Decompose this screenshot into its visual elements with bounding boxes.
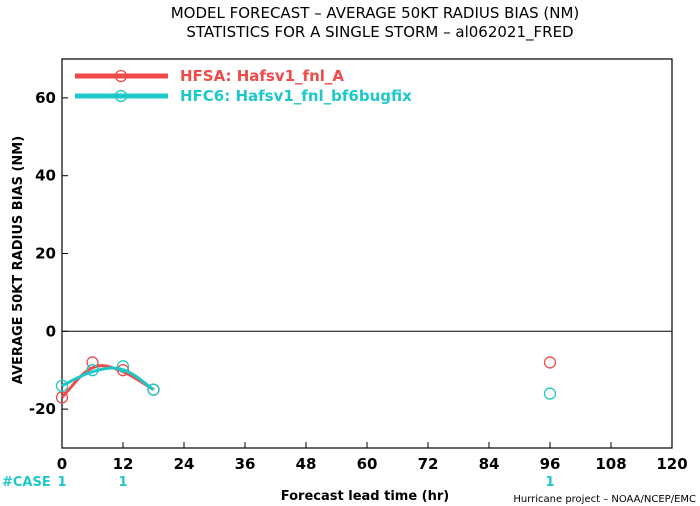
- x-tick-label: 72: [418, 455, 439, 473]
- case-count: 1: [545, 475, 554, 490]
- series-line-1: [61, 366, 155, 391]
- y-tick-label: -20: [29, 400, 56, 418]
- legend-swatch-marker: [114, 69, 128, 83]
- case-count-layer: 1 1 1: [57, 475, 554, 490]
- x-tick-label: 120: [656, 455, 687, 473]
- case-count-label: #CASE: [2, 475, 51, 490]
- series-layer: [55, 356, 557, 404]
- legend: HFSA: Hafsv1_fnl_A HFC6: Hafsv1_fnl_bf6bu…: [75, 67, 412, 105]
- data-point: [116, 360, 130, 373]
- x-tick-label: 24: [174, 455, 195, 473]
- case-count: 1: [57, 475, 66, 490]
- chart-title-line2: STATISTICS FOR A SINGLE STORM – al062021…: [186, 23, 573, 42]
- x-tick-label: 12: [113, 455, 134, 473]
- data-point: [543, 356, 557, 369]
- y-tick-label: 60: [35, 89, 56, 107]
- x-axis-label: Forecast lead time (hr): [281, 489, 449, 504]
- data-point: [147, 383, 160, 396]
- case-count: 1: [118, 475, 127, 490]
- y-axis-label: AVERAGE 50KT RADIUS BIAS (NM): [11, 136, 26, 384]
- data-point: [55, 391, 69, 404]
- x-tick-label: 60: [357, 455, 378, 473]
- data-point: [86, 364, 99, 377]
- legend-swatch-marker: [114, 89, 128, 103]
- data-point: [86, 356, 99, 369]
- y-tick-label: 40: [35, 167, 56, 185]
- x-tick-label: 48: [296, 455, 317, 473]
- data-point: [55, 379, 69, 392]
- credit-text: Hurricane project – NOAA/NCEP/EMC: [513, 494, 696, 505]
- x-tick-label: 36: [235, 455, 256, 473]
- data-point: [543, 387, 557, 400]
- y-tick-label: 0: [46, 322, 56, 340]
- data-point: [116, 364, 130, 377]
- legend-entry: HFC6: Hafsv1_fnl_bf6bugfix: [180, 87, 412, 105]
- x-tick-label: 96: [540, 455, 561, 473]
- x-tick-label: 0: [57, 455, 67, 473]
- legend-entry: HFSA: Hafsv1_fnl_A: [180, 67, 344, 85]
- series-line-0: [60, 364, 155, 399]
- y-tick-label: 20: [35, 245, 56, 263]
- tick-layer: -20 0 20 40 60 0 12 24 36 48 60 72 84 96 108 120: [29, 89, 688, 473]
- x-tick-label: 108: [595, 455, 626, 473]
- x-tick-label: 84: [479, 455, 500, 473]
- chart-title-line1: MODEL FORECAST – AVERAGE 50KT RADIUS BIA…: [171, 4, 580, 22]
